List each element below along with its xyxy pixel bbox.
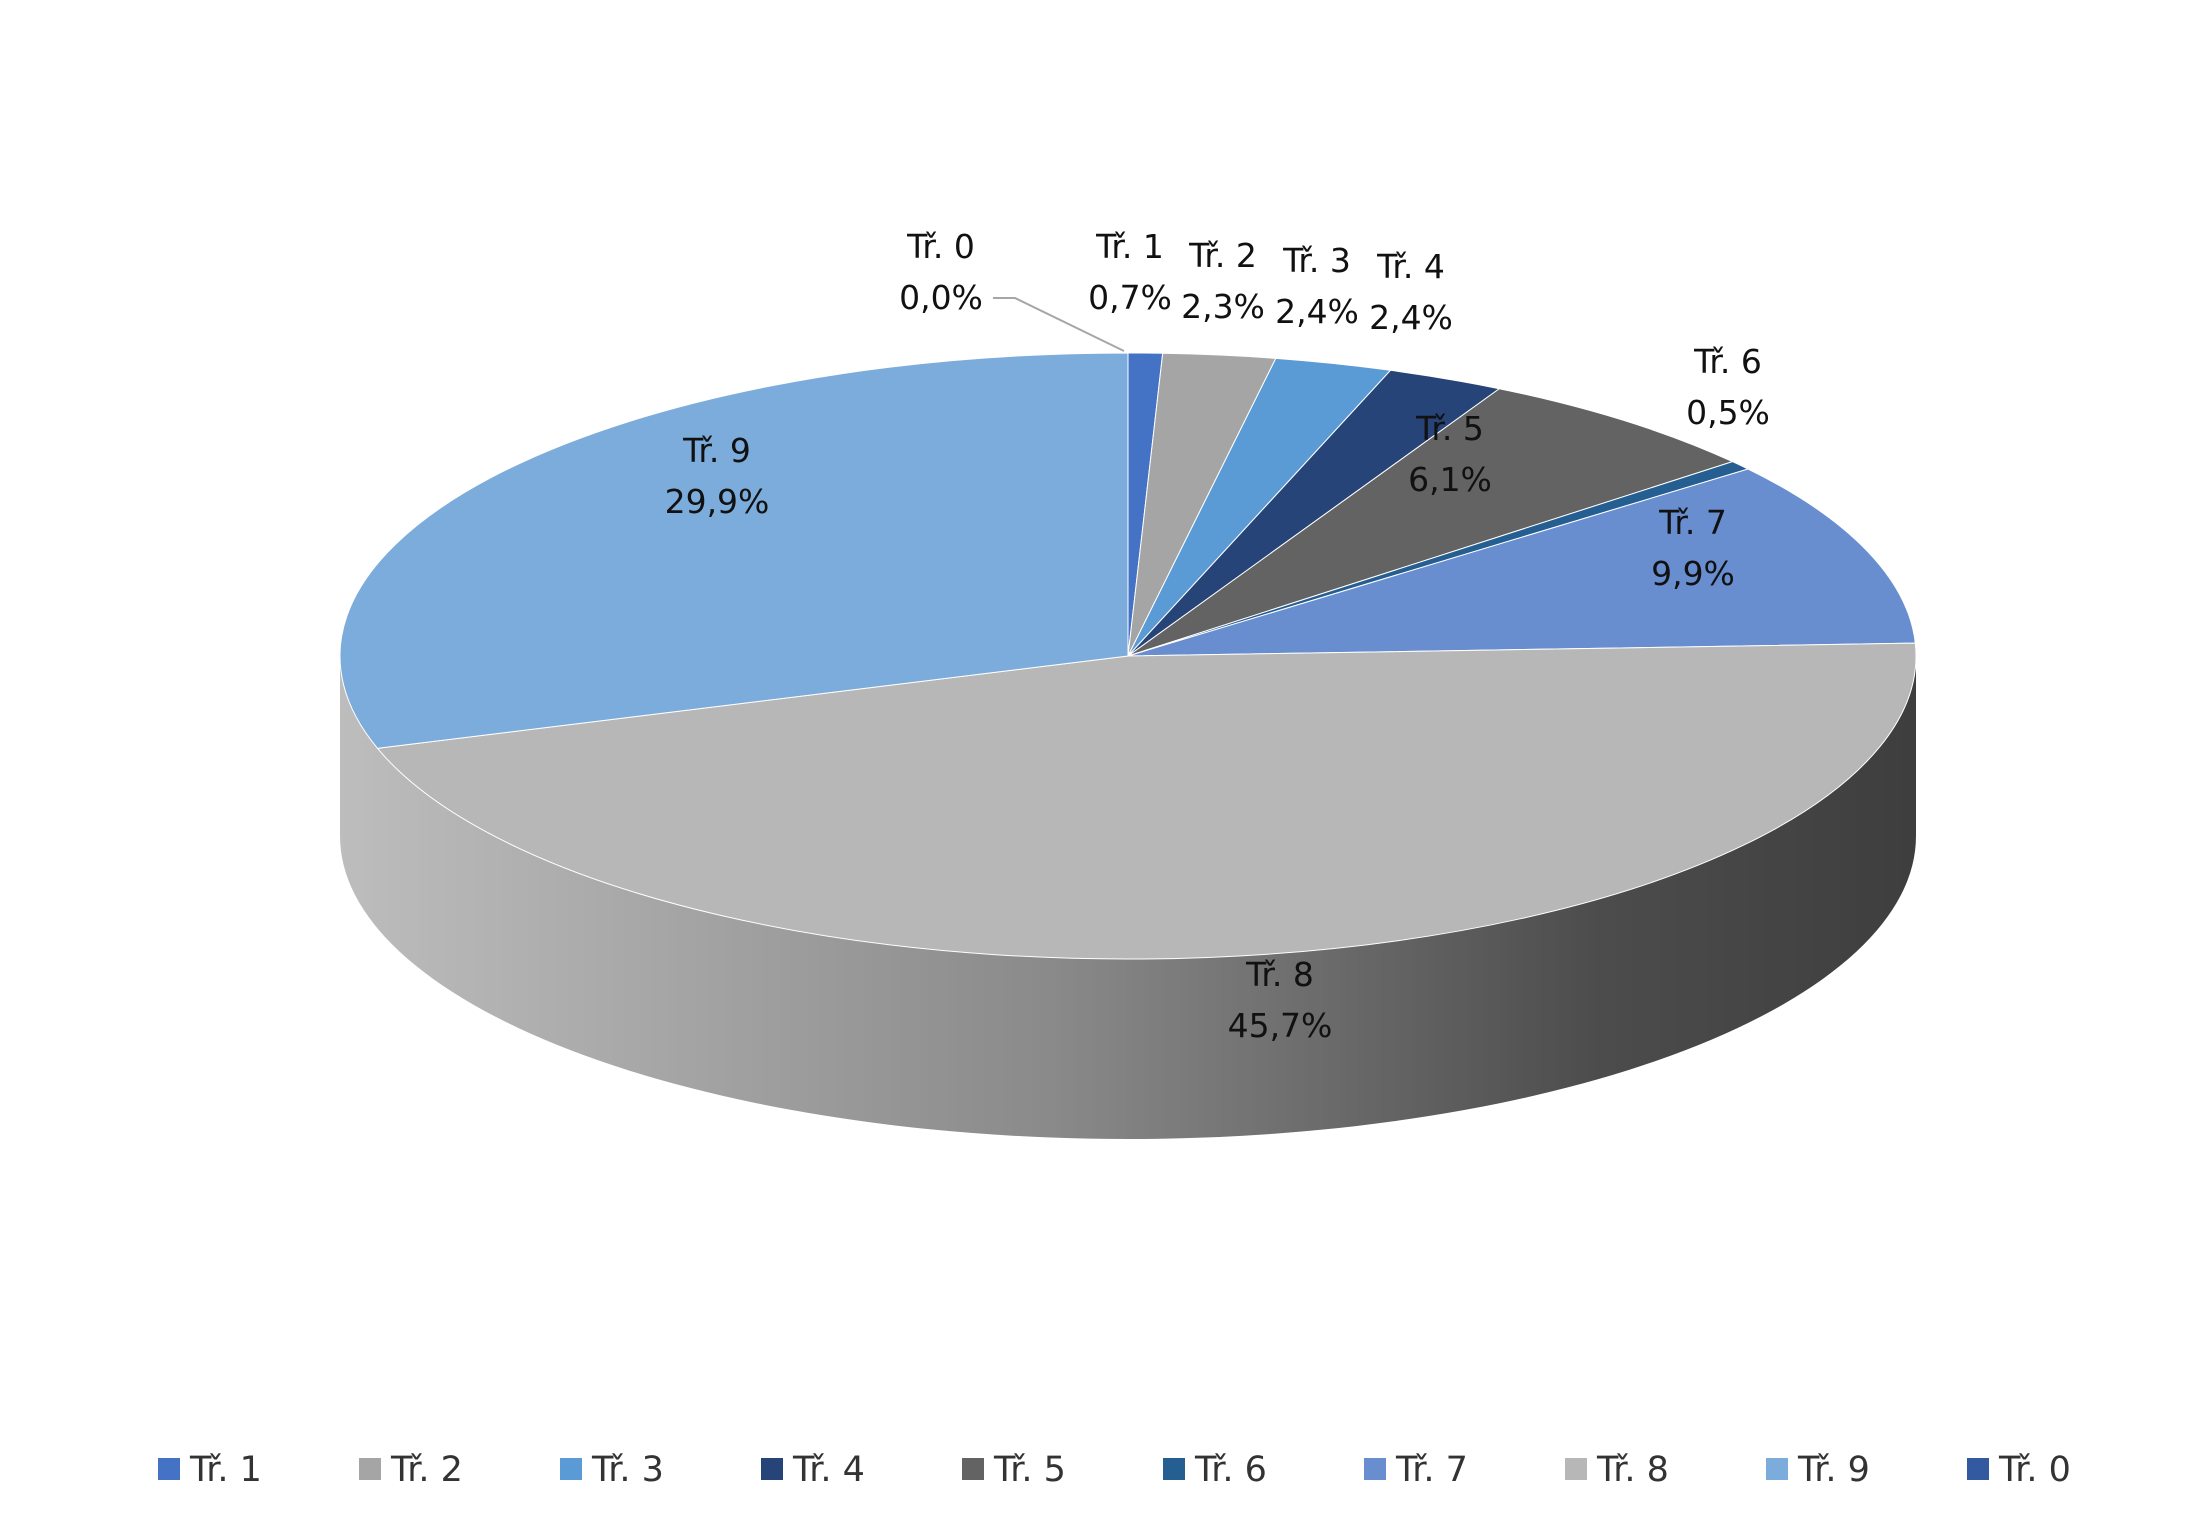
pie-slice-t-5 [1127,388,1734,657]
legend-label: Tř. 3 [591,1450,664,1490]
data-label-category: Tř. 2 [1188,236,1257,275]
data-label-category: Tř. 6 [1693,342,1762,381]
legend-swatch [1766,1458,1788,1480]
data-label-category: Tř. 4 [1376,247,1445,286]
legend-swatch [1364,1458,1386,1480]
data-label-t-4: Tř. 4 2,4% [1369,247,1453,337]
legend-item-t-3: Tř. 3 [560,1450,664,1490]
pie-slices [339,352,1917,960]
legend-label: Tř. 8 [1596,1450,1669,1490]
pie-slice-t-9 [339,352,1129,749]
data-label-value: 2,4% [1275,292,1359,331]
leader-line-t-0 [993,297,1125,352]
legend-label: Tř. 2 [390,1450,463,1490]
data-label-value: 0,0% [899,278,983,317]
data-label-value: 2,3% [1181,287,1265,326]
legend-item-t-9: Tř. 9 [1766,1450,1870,1490]
leader-lines [993,297,1125,352]
data-labels: Tř. 10,7%Tř. 22,3%Tř. 32,4%Tř. 42,4%Tř. … [665,227,1770,1045]
data-label-category: Tř. 9 [682,431,751,470]
data-label-t-7: Tř. 7 9,9% [1651,503,1735,593]
data-label-category: Tř. 7 [1658,503,1727,542]
data-label-value: 6,1% [1408,460,1492,499]
data-label-value: 29,9% [665,482,770,521]
legend-label: Tř. 9 [1797,1450,1870,1490]
legend-swatch [962,1458,984,1480]
legend-swatch [560,1458,582,1480]
data-label-t-1: Tř. 1 0,7% [1088,227,1172,317]
data-label-t-0: Tř. 0 0,0% [899,227,983,317]
legend-swatch [1565,1458,1587,1480]
legend-item-t-7: Tř. 7 [1364,1450,1468,1490]
data-label-value: 45,7% [1228,1006,1333,1045]
legend-label: Tř. 0 [1998,1450,2071,1490]
data-label-value: 0,5% [1686,393,1770,432]
data-label-category: Tř. 5 [1415,409,1484,448]
data-label-category: Tř. 3 [1282,241,1351,280]
legend-swatch [158,1458,180,1480]
legend-item-t-0: Tř. 0 [1967,1450,2071,1490]
legend-item-t-5: Tř. 5 [962,1450,1066,1490]
legend: Tř. 1 Tř. 2 Tř. 3 Tř. 4 Tř. 5 Tř. 6 Tř. 7 Tř. 8… [158,1450,2071,1490]
data-label-t-3: Tř. 3 2,4% [1275,241,1359,331]
data-label-t-5: Tř. 5 6,1% [1408,409,1492,499]
data-label-category: Tř. 8 [1245,955,1314,994]
legend-label: Tř. 5 [993,1450,1066,1490]
data-label-category: Tř. 1 [1095,227,1164,266]
legend-swatch [359,1458,381,1480]
legend-item-t-6: Tř. 6 [1163,1450,1267,1490]
legend-label: Tř. 1 [189,1450,262,1490]
legend-swatch [761,1458,783,1480]
pie-side-wall [340,656,1916,1139]
data-label-t-2: Tř. 2 2,3% [1181,236,1265,326]
legend-label: Tř. 4 [792,1450,865,1490]
data-label-t-6: Tř. 6 0,5% [1686,342,1770,432]
legend-label: Tř. 6 [1194,1450,1267,1490]
legend-swatch [1967,1458,1989,1480]
data-label-t-8: Tř. 8 45,7% [1228,955,1333,1045]
data-label-value: 2,4% [1369,298,1453,337]
data-label-category: Tř. 0 [906,227,975,266]
legend-item-t-1: Tř. 1 [158,1450,262,1490]
pie-slice-t-7 [1127,468,1916,657]
data-label-t-9: Tř. 9 29,9% [665,431,770,521]
legend-label: Tř. 7 [1395,1450,1468,1490]
pie-side-walls [340,656,1916,1139]
data-label-value: 9,9% [1651,554,1735,593]
data-label-value: 0,7% [1088,278,1172,317]
legend-item-t-4: Tř. 4 [761,1450,865,1490]
legend-swatch [1163,1458,1185,1480]
pie-slice-t-8 [376,642,1917,960]
legend-item-t-2: Tř. 2 [359,1450,463,1490]
legend-item-t-8: Tř. 8 [1565,1450,1669,1490]
